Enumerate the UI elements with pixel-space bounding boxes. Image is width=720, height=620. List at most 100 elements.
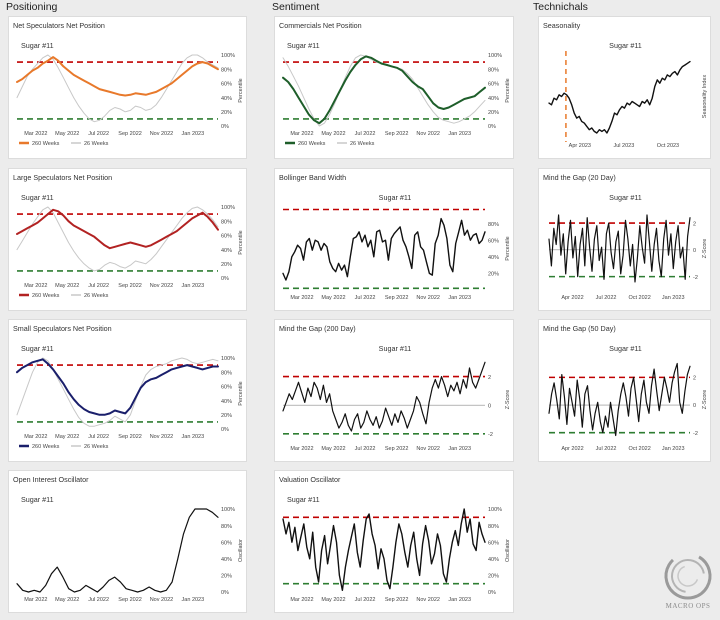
- chart-subtitle: Sugar #11: [21, 495, 54, 504]
- panel-mind-gap-200: Mind the Gap (200 Day) Sugar #11 -2 0 2 Z-Sc…: [274, 319, 514, 462]
- panel-net-speculators: Net Speculators Net Position Sugar #11 0%…: [8, 16, 247, 159]
- y-tick-label: 20%: [488, 574, 499, 580]
- x-tick-label: Sep 2022: [118, 131, 142, 137]
- panel-title: Mind the Gap (50 Day): [543, 324, 616, 333]
- y-tick-label: 20%: [221, 413, 232, 419]
- series-line: [16, 358, 219, 416]
- chart-subtitle: Sugar #11: [21, 193, 54, 202]
- panel-seasonality: Seasonality Sugar #11 Seasonality Index Ap…: [538, 16, 711, 159]
- x-tick-label: May 2022: [321, 295, 345, 301]
- chart-net-speculators: Sugar #11 0% 20% 40% 60% 80% 100% Percentile Mar…: [16, 41, 244, 147]
- series-line: [282, 55, 486, 125]
- panel-title: Commercials Net Position: [279, 21, 362, 30]
- chart-mind-gap-200: Sugar #11 -2 0 2 Z-Score Mar 2022 May 2022 Jul …: [282, 344, 511, 452]
- x-tick-label: Mar 2022: [290, 295, 313, 301]
- panel-title: Large Speculators Net Position: [13, 173, 113, 182]
- y-tick-label: 80%: [221, 67, 232, 73]
- x-tick-label: May 2022: [321, 597, 345, 603]
- y-tick-label: 60%: [488, 238, 499, 244]
- y-tick-label: 2: [693, 221, 696, 227]
- y-tick-label: 0: [693, 403, 696, 409]
- panel-open-interest: Open Interest Oscillator Sugar #11 0% 20% 4…: [8, 470, 247, 613]
- x-tick-label: May 2022: [55, 597, 79, 603]
- x-tick-label: Jul 2022: [596, 295, 617, 301]
- y-axis-label: Percentile: [505, 78, 511, 102]
- panel-title: Small Speculators Net Position: [13, 324, 112, 333]
- x-tick-label: Nov 2022: [150, 597, 174, 603]
- logo-swirl-icon: [664, 552, 712, 600]
- x-tick-label: Oct 2022: [628, 295, 650, 301]
- x-tick-label: Sep 2022: [385, 295, 409, 301]
- y-tick-label: 100%: [488, 53, 502, 59]
- macro-ops-logo: MACRO OPS: [660, 548, 716, 616]
- y-tick-label: 80%: [221, 524, 232, 530]
- panel-title: Bollinger Band Width: [279, 173, 347, 182]
- panel-mind-gap-50: Mind the Gap (50 Day) Sugar #11 -2 0 2 Z-Sco…: [538, 319, 711, 462]
- x-tick-label: Jan 2023: [182, 597, 205, 603]
- legend-label: 26 Weeks: [84, 141, 109, 147]
- x-tick-label: Oct 2022: [628, 446, 650, 452]
- logo-text: MACRO OPS: [665, 602, 711, 610]
- series-line: [16, 54, 219, 123]
- chart-small-speculators: Sugar #11 0% 20% 40% 60% 80% 100% Percentile Mar…: [16, 344, 244, 450]
- y-tick-label: 60%: [221, 385, 232, 391]
- legend-label: 26 Weeks: [84, 444, 109, 450]
- y-tick-label: 60%: [488, 82, 499, 88]
- series-line: [548, 214, 691, 283]
- x-tick-label: Jan 2023: [182, 131, 205, 137]
- x-tick-label: Mar 2022: [24, 283, 47, 289]
- x-tick-label: Nov 2022: [150, 434, 174, 440]
- y-axis-label: Z-Score: [505, 390, 511, 410]
- legend-label: 260 Weeks: [32, 444, 60, 450]
- series-line: [16, 357, 219, 427]
- legend-label: 26 Weeks: [84, 293, 109, 299]
- x-tick-label: Jul 2022: [596, 446, 617, 452]
- series-line: [16, 208, 219, 250]
- panel-title: Valuation Oscillator: [279, 475, 341, 484]
- chart-valuation: Sugar #11 0% 20% 40% 60% 80% 100% Oscillator Mar…: [282, 495, 511, 603]
- panel-commercials: Commercials Net Position Sugar #11 0% 20% 4…: [274, 16, 514, 159]
- x-tick-label: Sep 2022: [385, 597, 409, 603]
- y-tick-label: 80%: [488, 67, 499, 73]
- y-tick-label: 0: [693, 248, 696, 254]
- x-tick-label: Jan 2023: [448, 131, 471, 137]
- y-axis-label: Oscillator: [505, 539, 511, 562]
- chart-subtitle: Sugar #11: [609, 344, 642, 353]
- panel-mind-gap-20: Mind the Gap (20 Day) Sugar #11 -2 0 2 Z-Sco…: [538, 168, 711, 311]
- x-tick-label: Mar 2022: [24, 131, 47, 137]
- y-tick-label: -2: [693, 431, 698, 437]
- y-tick-label: 60%: [221, 540, 232, 546]
- series-line: [282, 54, 486, 127]
- x-tick-label: Jul 2022: [355, 131, 376, 137]
- chart-subtitle: Sugar #11: [287, 495, 320, 504]
- chart-subtitle: Sugar #11: [609, 41, 642, 50]
- x-tick-label: Mar 2022: [24, 434, 47, 440]
- x-tick-label: Jul 2022: [88, 131, 109, 137]
- y-tick-label: -2: [693, 275, 698, 281]
- y-axis-label: Percentile: [238, 230, 244, 254]
- panel-large-speculators: Large Speculators Net Position Sugar #11…: [8, 168, 247, 311]
- section-technicals: Technichals: [533, 1, 588, 13]
- legend-label: 260 Weeks: [32, 293, 60, 299]
- x-tick-label: Oct 2023: [657, 143, 679, 149]
- chart-mind-gap-20: Sugar #11 -2 0 2 Z-Score Apr 2022 Jul 2022 Oct …: [548, 193, 708, 301]
- x-tick-label: Apr 2023: [569, 143, 591, 149]
- y-tick-label: 80%: [488, 222, 499, 228]
- x-tick-label: May 2022: [55, 434, 79, 440]
- x-tick-label: May 2022: [321, 446, 345, 452]
- x-tick-label: Jul 2022: [88, 283, 109, 289]
- x-tick-label: Jul 2022: [88, 434, 109, 440]
- x-tick-label: Sep 2022: [118, 597, 142, 603]
- y-tick-label: 0%: [221, 590, 229, 596]
- x-tick-label: Jul 2022: [355, 597, 376, 603]
- x-tick-label: Nov 2022: [416, 597, 440, 603]
- section-positioning: Positioning: [6, 1, 58, 13]
- chart-bollinger: Sugar #11 20% 40% 60% 80% Percentile Mar 2022 M…: [282, 193, 511, 301]
- x-tick-label: Sep 2022: [118, 434, 142, 440]
- y-tick-label: 100%: [221, 205, 235, 211]
- y-tick-label: -2: [488, 432, 493, 438]
- series-line: [282, 217, 486, 281]
- y-tick-label: 40%: [488, 557, 499, 563]
- panel-title: Open Interest Oscillator: [13, 475, 89, 484]
- y-tick-label: 60%: [221, 234, 232, 240]
